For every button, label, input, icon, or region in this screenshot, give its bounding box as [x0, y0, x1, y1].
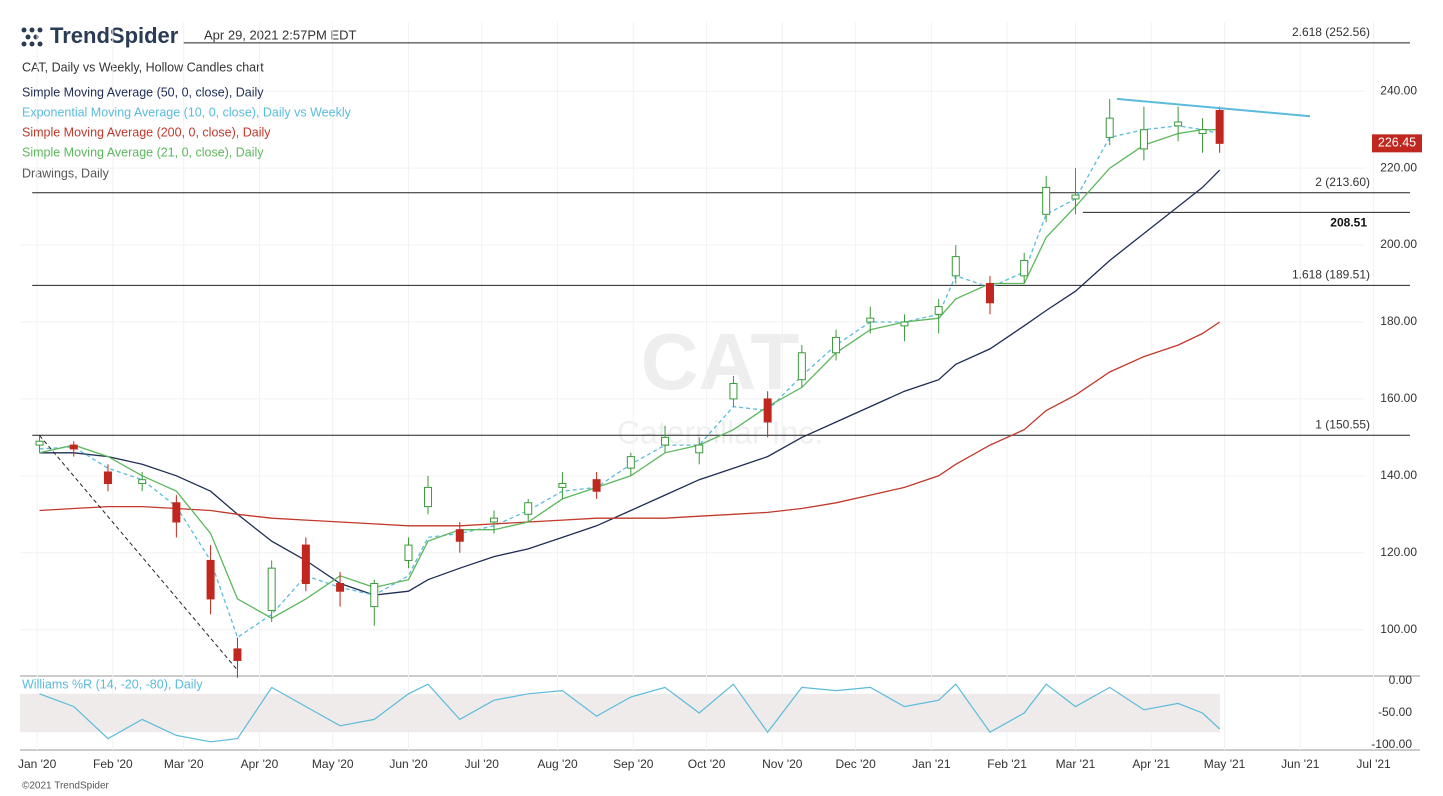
indicator-band	[20, 693, 1220, 733]
y-tick-label: 240.00	[1380, 83, 1417, 97]
x-tick-label: Apr '20	[241, 757, 279, 771]
x-tick-label: May '20	[312, 757, 354, 771]
candle-body	[524, 502, 533, 515]
x-tick-label: Jun '21	[1281, 757, 1320, 771]
y-tick-label: 220.00	[1380, 160, 1417, 174]
candle-body	[1139, 129, 1148, 150]
copyright: ©2021 TrendSpider	[22, 781, 110, 792]
level-label: 2 (213.60)	[1315, 175, 1370, 189]
x-tick-label: May '21	[1204, 757, 1246, 771]
x-tick-label: Sep '20	[613, 757, 654, 771]
moving-average-line	[39, 321, 1221, 527]
candle-body	[763, 398, 772, 423]
x-tick-label: Nov '20	[762, 757, 803, 771]
y-tick-label: 200.00	[1380, 237, 1417, 251]
indicator-line	[39, 683, 1221, 743]
candle-body	[695, 444, 704, 454]
level-label: 1 (150.55)	[1315, 417, 1370, 431]
x-tick-label: Oct '20	[688, 757, 726, 771]
candle-body	[729, 383, 738, 400]
candle-body	[951, 256, 960, 277]
drawings-label: Drawings, Daily	[22, 166, 110, 180]
indicator-tick-label: -50.00	[1378, 705, 1412, 719]
price-tag	[1372, 134, 1422, 153]
candle-body	[661, 436, 670, 446]
timestamp: Apr 29, 2021 2:57PM EDT	[204, 27, 357, 42]
candle-body	[267, 567, 276, 611]
candle-body	[1071, 194, 1080, 200]
x-tick-label: Jul '20	[465, 757, 500, 771]
candle-body	[404, 544, 413, 561]
y-tick-label: 180.00	[1380, 314, 1417, 328]
candle-body	[1198, 129, 1207, 135]
candle-body	[138, 479, 147, 485]
chart-title: CAT, Daily vs Weekly, Hollow Candles cha…	[22, 60, 264, 74]
level-label: 1.618 (189.51)	[1292, 268, 1370, 282]
x-tick-label: Aug '20	[537, 757, 578, 771]
x-tick-label: Apr '21	[1132, 757, 1170, 771]
level-label: 2.618 (252.56)	[1292, 25, 1370, 39]
x-tick-label: Feb '21	[987, 757, 1027, 771]
x-tick-label: Feb '20	[93, 757, 133, 771]
candle-body	[797, 352, 806, 381]
candle-body	[866, 317, 875, 323]
candle-body	[35, 440, 44, 446]
candle-body	[1042, 186, 1051, 215]
y-tick-label: 140.00	[1380, 468, 1417, 482]
candle-body	[233, 648, 242, 661]
indicator-tick-label: -100.00	[1371, 737, 1412, 751]
candle-body	[832, 336, 841, 354]
candle-body	[1215, 109, 1224, 144]
watermark-subtitle: Caterpillar Inc.	[617, 414, 823, 450]
candle-body	[172, 502, 181, 523]
candle-body	[336, 583, 345, 592]
x-tick-label: Dec '20	[835, 757, 876, 771]
candle-body	[424, 486, 433, 508]
candle-body	[592, 479, 601, 492]
candle-body	[301, 544, 310, 585]
y-tick-label: 120.00	[1380, 545, 1417, 559]
trendline	[1116, 97, 1311, 118]
candle-body	[455, 529, 464, 542]
moving-average-line	[39, 129, 1220, 619]
x-tick-label: Jan '20	[18, 757, 57, 771]
indicator-label: Williams %R (14, -20, -80), Daily	[22, 677, 203, 691]
candle-body	[985, 283, 994, 304]
x-tick-label: Mar '20	[164, 757, 204, 771]
candle-body	[1105, 117, 1114, 138]
legend-entry: Simple Moving Average (50, 0, close), Da…	[22, 85, 264, 99]
x-tick-label: Jul '21	[1356, 757, 1391, 771]
x-tick-label: Jan '21	[912, 757, 951, 771]
candle-body	[558, 483, 567, 488]
candle-body	[69, 444, 78, 450]
price-tag-label: 226.45	[1378, 136, 1416, 150]
legend-entry: Exponential Moving Average (10, 0, close…	[22, 105, 352, 119]
moving-average-line	[39, 169, 1221, 596]
candle-body	[370, 583, 379, 608]
candle-body	[934, 306, 943, 315]
brand: TrendSpider	[50, 23, 179, 48]
candle-body	[489, 517, 498, 523]
x-tick-label: Mar '21	[1056, 757, 1096, 771]
candle-body	[626, 456, 635, 469]
y-tick-label: 100.00	[1380, 622, 1417, 636]
legend-entry: Simple Moving Average (21, 0, close), Da…	[22, 145, 264, 159]
x-tick-label: Jun '20	[389, 757, 428, 771]
moving-average-line	[39, 125, 1220, 639]
legend-entry: Simple Moving Average (200, 0, close), D…	[22, 125, 271, 139]
y-tick-label: 160.00	[1380, 391, 1417, 405]
candle-body	[1020, 259, 1029, 277]
candle-body	[900, 321, 909, 327]
indicator-tick-label: 0.00	[1389, 673, 1413, 687]
candle-body	[1174, 121, 1183, 127]
candle-body	[206, 559, 215, 600]
candle-body	[103, 471, 112, 485]
trendline	[39, 435, 238, 671]
level-label: 208.51	[1330, 216, 1367, 230]
watermark: CAT	[641, 317, 800, 406]
